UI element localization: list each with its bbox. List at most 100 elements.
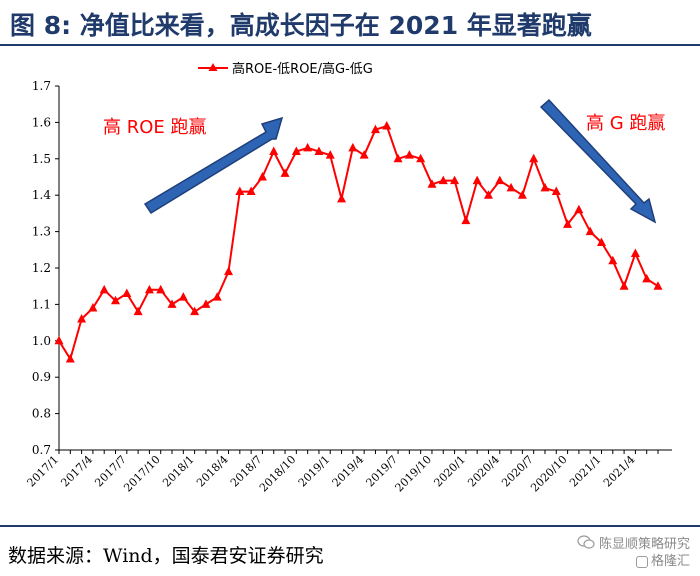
data-point-marker [495, 175, 505, 185]
series-line [58, 125, 659, 360]
y-tick-label: 1.3 [32, 225, 51, 239]
y-tick-label: 1.4 [32, 188, 51, 202]
x-tick-label: 2020/4 [465, 453, 502, 490]
data-point-marker [529, 153, 539, 163]
data-point-marker [404, 150, 414, 159]
data-point-marker [427, 179, 437, 188]
data-point-marker [630, 248, 640, 257]
watermark-brand: 格隆汇 [650, 554, 690, 569]
x-tick-label: 2018/10 [257, 453, 299, 495]
x-tick-label: 2019/1 [296, 453, 333, 490]
data-point-marker [393, 153, 403, 163]
x-tick-label: 2019/10 [393, 453, 435, 495]
watermark-account-name: 陈显顺策略研究 [598, 537, 690, 552]
data-point-marker [257, 172, 267, 181]
gelonghui-logo-icon [635, 555, 648, 568]
x-tick-label: 2020/1 [431, 453, 468, 490]
series-markers-group [54, 121, 663, 363]
data-point-marker [619, 281, 629, 290]
data-point-marker [563, 219, 573, 228]
data-point-marker [65, 354, 75, 363]
data-point-marker [642, 273, 652, 283]
data-point-marker [133, 306, 143, 316]
data-point-marker [235, 186, 245, 196]
x-tick-label: 2020/10 [528, 453, 570, 495]
x-tick-label: 2018/4 [194, 453, 231, 490]
y-tick-label: 0.8 [32, 407, 51, 421]
data-point-marker [472, 175, 482, 185]
data-point-marker [596, 237, 606, 247]
data-point-marker [303, 142, 313, 152]
data-point-marker [212, 292, 222, 301]
series-line-group [58, 125, 659, 360]
downtrend-arrow [539, 98, 657, 224]
data-point-marker [325, 150, 335, 159]
data-point-marker [167, 299, 177, 308]
trend-arrows [143, 98, 657, 224]
data-point-marker [291, 146, 301, 156]
x-tick-label: 2017/4 [58, 453, 95, 490]
data-point-marker [540, 182, 550, 192]
y-tick-label: 0.9 [32, 370, 51, 384]
y-tick-label: 0.7 [32, 443, 51, 457]
source-note: 数据来源：Wind，国泰君安证券研究 [8, 545, 324, 567]
x-tick-label: 2021/4 [601, 453, 638, 490]
data-point-marker [314, 146, 324, 156]
x-tick-label: 2019/4 [330, 453, 367, 490]
y-tick-label: 1.7 [32, 79, 51, 93]
data-point-marker [551, 186, 561, 196]
data-point-marker [111, 295, 121, 305]
data-point-marker [122, 288, 132, 297]
line-chart: 0.70.80.91.01.11.21.31.41.51.61.72017/12… [25, 61, 672, 495]
data-point-marker [54, 335, 64, 345]
x-tick-label: 2021/1 [567, 453, 604, 490]
y-tick-label: 1.5 [32, 152, 51, 166]
annotation-high-growth-outperform: 高 G 跑赢 [586, 112, 665, 134]
y-tick-label: 1.2 [32, 261, 51, 275]
data-point-marker [382, 121, 392, 130]
data-point-marker [144, 284, 154, 294]
data-point-marker [461, 215, 471, 225]
legend-marker-swatch [208, 63, 218, 71]
y-tick-label: 1.6 [32, 115, 51, 129]
data-point-marker [269, 146, 279, 156]
x-tick-label: 2017/1 [25, 453, 62, 490]
x-tick-label: 2018/1 [160, 453, 197, 490]
data-point-marker [585, 226, 595, 236]
data-point-marker [506, 182, 516, 192]
data-point-marker [416, 153, 426, 163]
y-tick-label: 1.0 [32, 334, 51, 348]
data-point-marker [99, 284, 109, 294]
data-point-marker [450, 175, 460, 185]
legend-series-label: 高ROE-低ROE/高G-低G [232, 61, 373, 77]
data-point-marker [359, 150, 369, 159]
data-point-marker [370, 124, 380, 134]
x-tick-label: 2017/10 [121, 453, 163, 495]
data-point-marker [88, 303, 98, 312]
data-point-marker [246, 186, 256, 196]
figure-title: 图 8: 净值比来看，高成长因子在 2021 年显著跑赢 [10, 11, 592, 40]
data-point-marker [190, 306, 200, 316]
data-point-marker [224, 266, 234, 276]
data-point-marker [77, 313, 87, 323]
annotation-high-roe-outperform: 高 ROE 跑赢 [103, 116, 207, 138]
figure-title-bar: 图 8: 净值比来看，高成长因子在 2021 年显著跑赢 [0, 0, 700, 46]
data-point-marker [201, 299, 211, 308]
watermark: 陈显顺策略研究 格隆汇 [577, 535, 690, 570]
y-tick-label: 1.1 [32, 297, 51, 311]
data-point-marker [483, 190, 493, 199]
data-point-marker [574, 204, 584, 214]
chart-legend: 高ROE-低ROE/高G-低G [198, 61, 373, 77]
data-point-marker [337, 193, 347, 203]
data-point-marker [280, 168, 290, 177]
data-point-marker [608, 255, 618, 265]
data-point-marker [438, 175, 448, 185]
data-point-marker [517, 190, 527, 199]
uptrend-arrow [143, 116, 284, 215]
data-point-marker [156, 284, 166, 294]
source-footer: 数据来源：Wind，国泰君安证券研究 陈显顺策略研究 格隆汇 [0, 525, 700, 576]
wechat-icon [577, 535, 595, 554]
data-point-marker [653, 281, 663, 290]
data-point-marker [348, 142, 358, 152]
data-point-marker [178, 292, 188, 301]
